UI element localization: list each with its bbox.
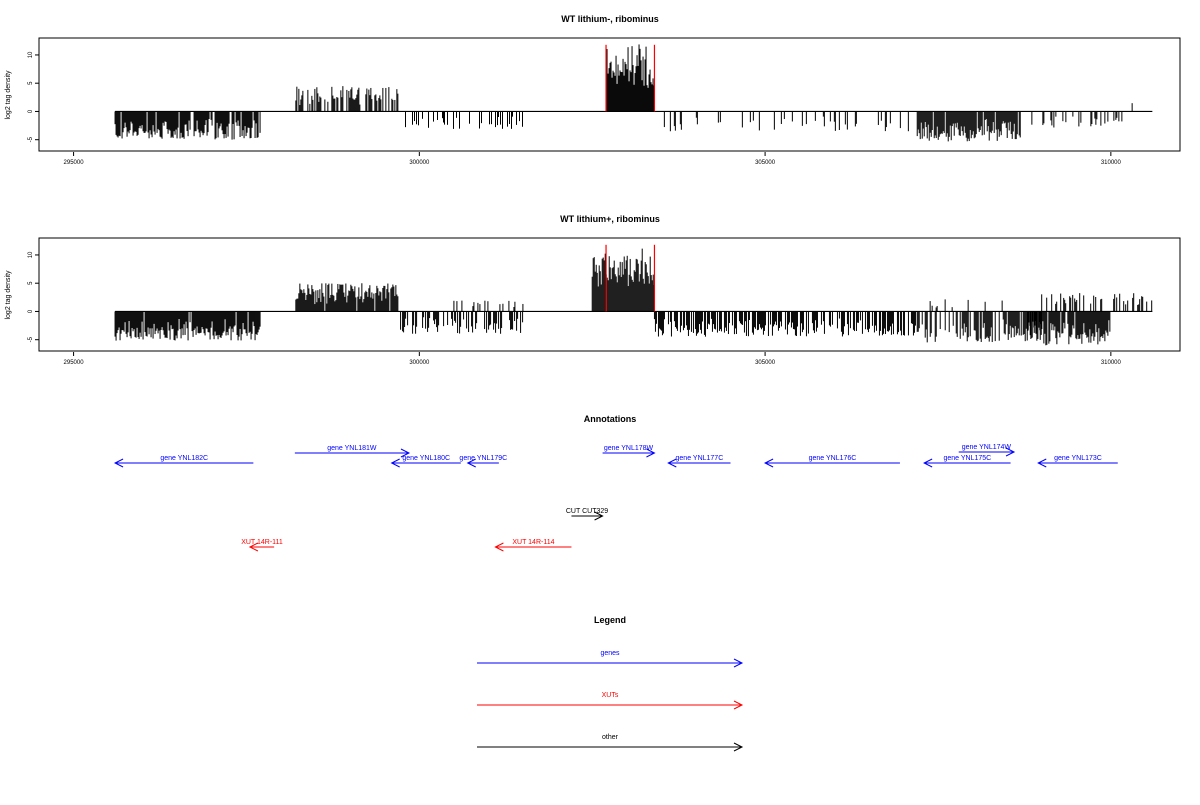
- panel-title: WT lithium+, ribominus: [560, 214, 660, 224]
- feature-label: gene YNL173C: [1054, 455, 1102, 462]
- feature-arrow: [113, 458, 254, 468]
- x-tick-label: 310000: [1101, 360, 1122, 366]
- x-tick-label: 305000: [755, 360, 776, 366]
- feature-label: CUT CUT329: [566, 508, 608, 515]
- feature-arrow: [494, 542, 572, 552]
- bar-series: [114, 248, 1153, 346]
- legend-arrow: [477, 700, 744, 710]
- legend-label: XUTs: [602, 692, 619, 699]
- feature-label: gene YNL175C: [943, 455, 991, 462]
- x-tick-label: 310000: [1101, 160, 1122, 166]
- feature-label: gene YNL176C: [809, 455, 857, 462]
- feature-arrow: [571, 511, 604, 521]
- feature-label: gene YNL181W: [327, 445, 377, 452]
- y-tick-label: 5: [28, 81, 34, 85]
- legend-items: genes XUTs other: [477, 650, 744, 752]
- annotations-title: Annotations: [584, 414, 637, 424]
- y-tick-label: 10: [28, 51, 34, 58]
- feature-arrow: [763, 458, 900, 468]
- legend-arrow: [477, 742, 744, 752]
- y-tick-label: 0: [28, 309, 34, 313]
- feature-label: gene YNL177C: [676, 455, 724, 462]
- legend-arrow: [477, 658, 744, 668]
- feature-label: gene YNL182C: [160, 455, 208, 462]
- legend-label: other: [602, 734, 619, 741]
- feature-arrow: [667, 458, 731, 468]
- y-axis-label: log2 tag density: [5, 270, 12, 320]
- y-tick-label: -5: [28, 136, 34, 142]
- legend-title: Legend: [594, 615, 626, 625]
- y-tick-label: -5: [28, 336, 34, 342]
- feature-arrow: [1037, 458, 1118, 468]
- y-axis-label: log2 tag density: [5, 70, 12, 120]
- x-tick-label: 300000: [409, 160, 430, 166]
- feature-label: gene YNL180C: [402, 455, 450, 462]
- feature-label: gene YNL178W: [604, 445, 654, 452]
- axes: 295000 300000 305000 310000 -5 0 5 10: [28, 44, 1153, 166]
- x-tick-label: 295000: [64, 360, 85, 366]
- legend-label: genes: [600, 650, 620, 657]
- panel-title: WT lithium-, ribominus: [561, 14, 659, 24]
- track-panel-lithium-minus: WT lithium-, ribominus log2 tag density …: [5, 14, 1181, 166]
- feature-arrow: [923, 458, 1011, 468]
- feature-label: XUT 14R-114: [512, 539, 554, 546]
- feature-label: gene YNL179C: [459, 455, 507, 462]
- feature-label: gene YNL174W: [962, 444, 1012, 451]
- y-tick-label: 5: [28, 281, 34, 285]
- x-tick-label: 295000: [64, 160, 85, 166]
- feature-arrow: [958, 447, 1016, 457]
- feature-label: XUT 14R-111: [241, 539, 283, 546]
- feature-arrow: [466, 458, 499, 468]
- feature-arrows: gene YNL182C gene YNL181W gene YNL180C gene…: [113, 444, 1118, 552]
- plot-frame: [38, 237, 1181, 352]
- axes: 295000 300000 305000 310000 -5 0 5 10: [28, 244, 1153, 366]
- feature-arrow: [294, 448, 411, 458]
- feature-arrow: [248, 542, 275, 552]
- y-tick-label: 0: [28, 109, 34, 113]
- x-tick-label: 305000: [755, 160, 776, 166]
- feature-arrow: [390, 458, 461, 468]
- plot-frame: [38, 37, 1181, 152]
- legend-panel: Legend genes XUTs other: [477, 615, 744, 752]
- feature-arrow: [602, 448, 656, 458]
- y-tick-label: 10: [28, 251, 34, 258]
- x-tick-label: 300000: [409, 360, 430, 366]
- bar-series: [114, 44, 1133, 142]
- track-panel-lithium-plus: WT lithium+, ribominus log2 tag density …: [5, 214, 1181, 366]
